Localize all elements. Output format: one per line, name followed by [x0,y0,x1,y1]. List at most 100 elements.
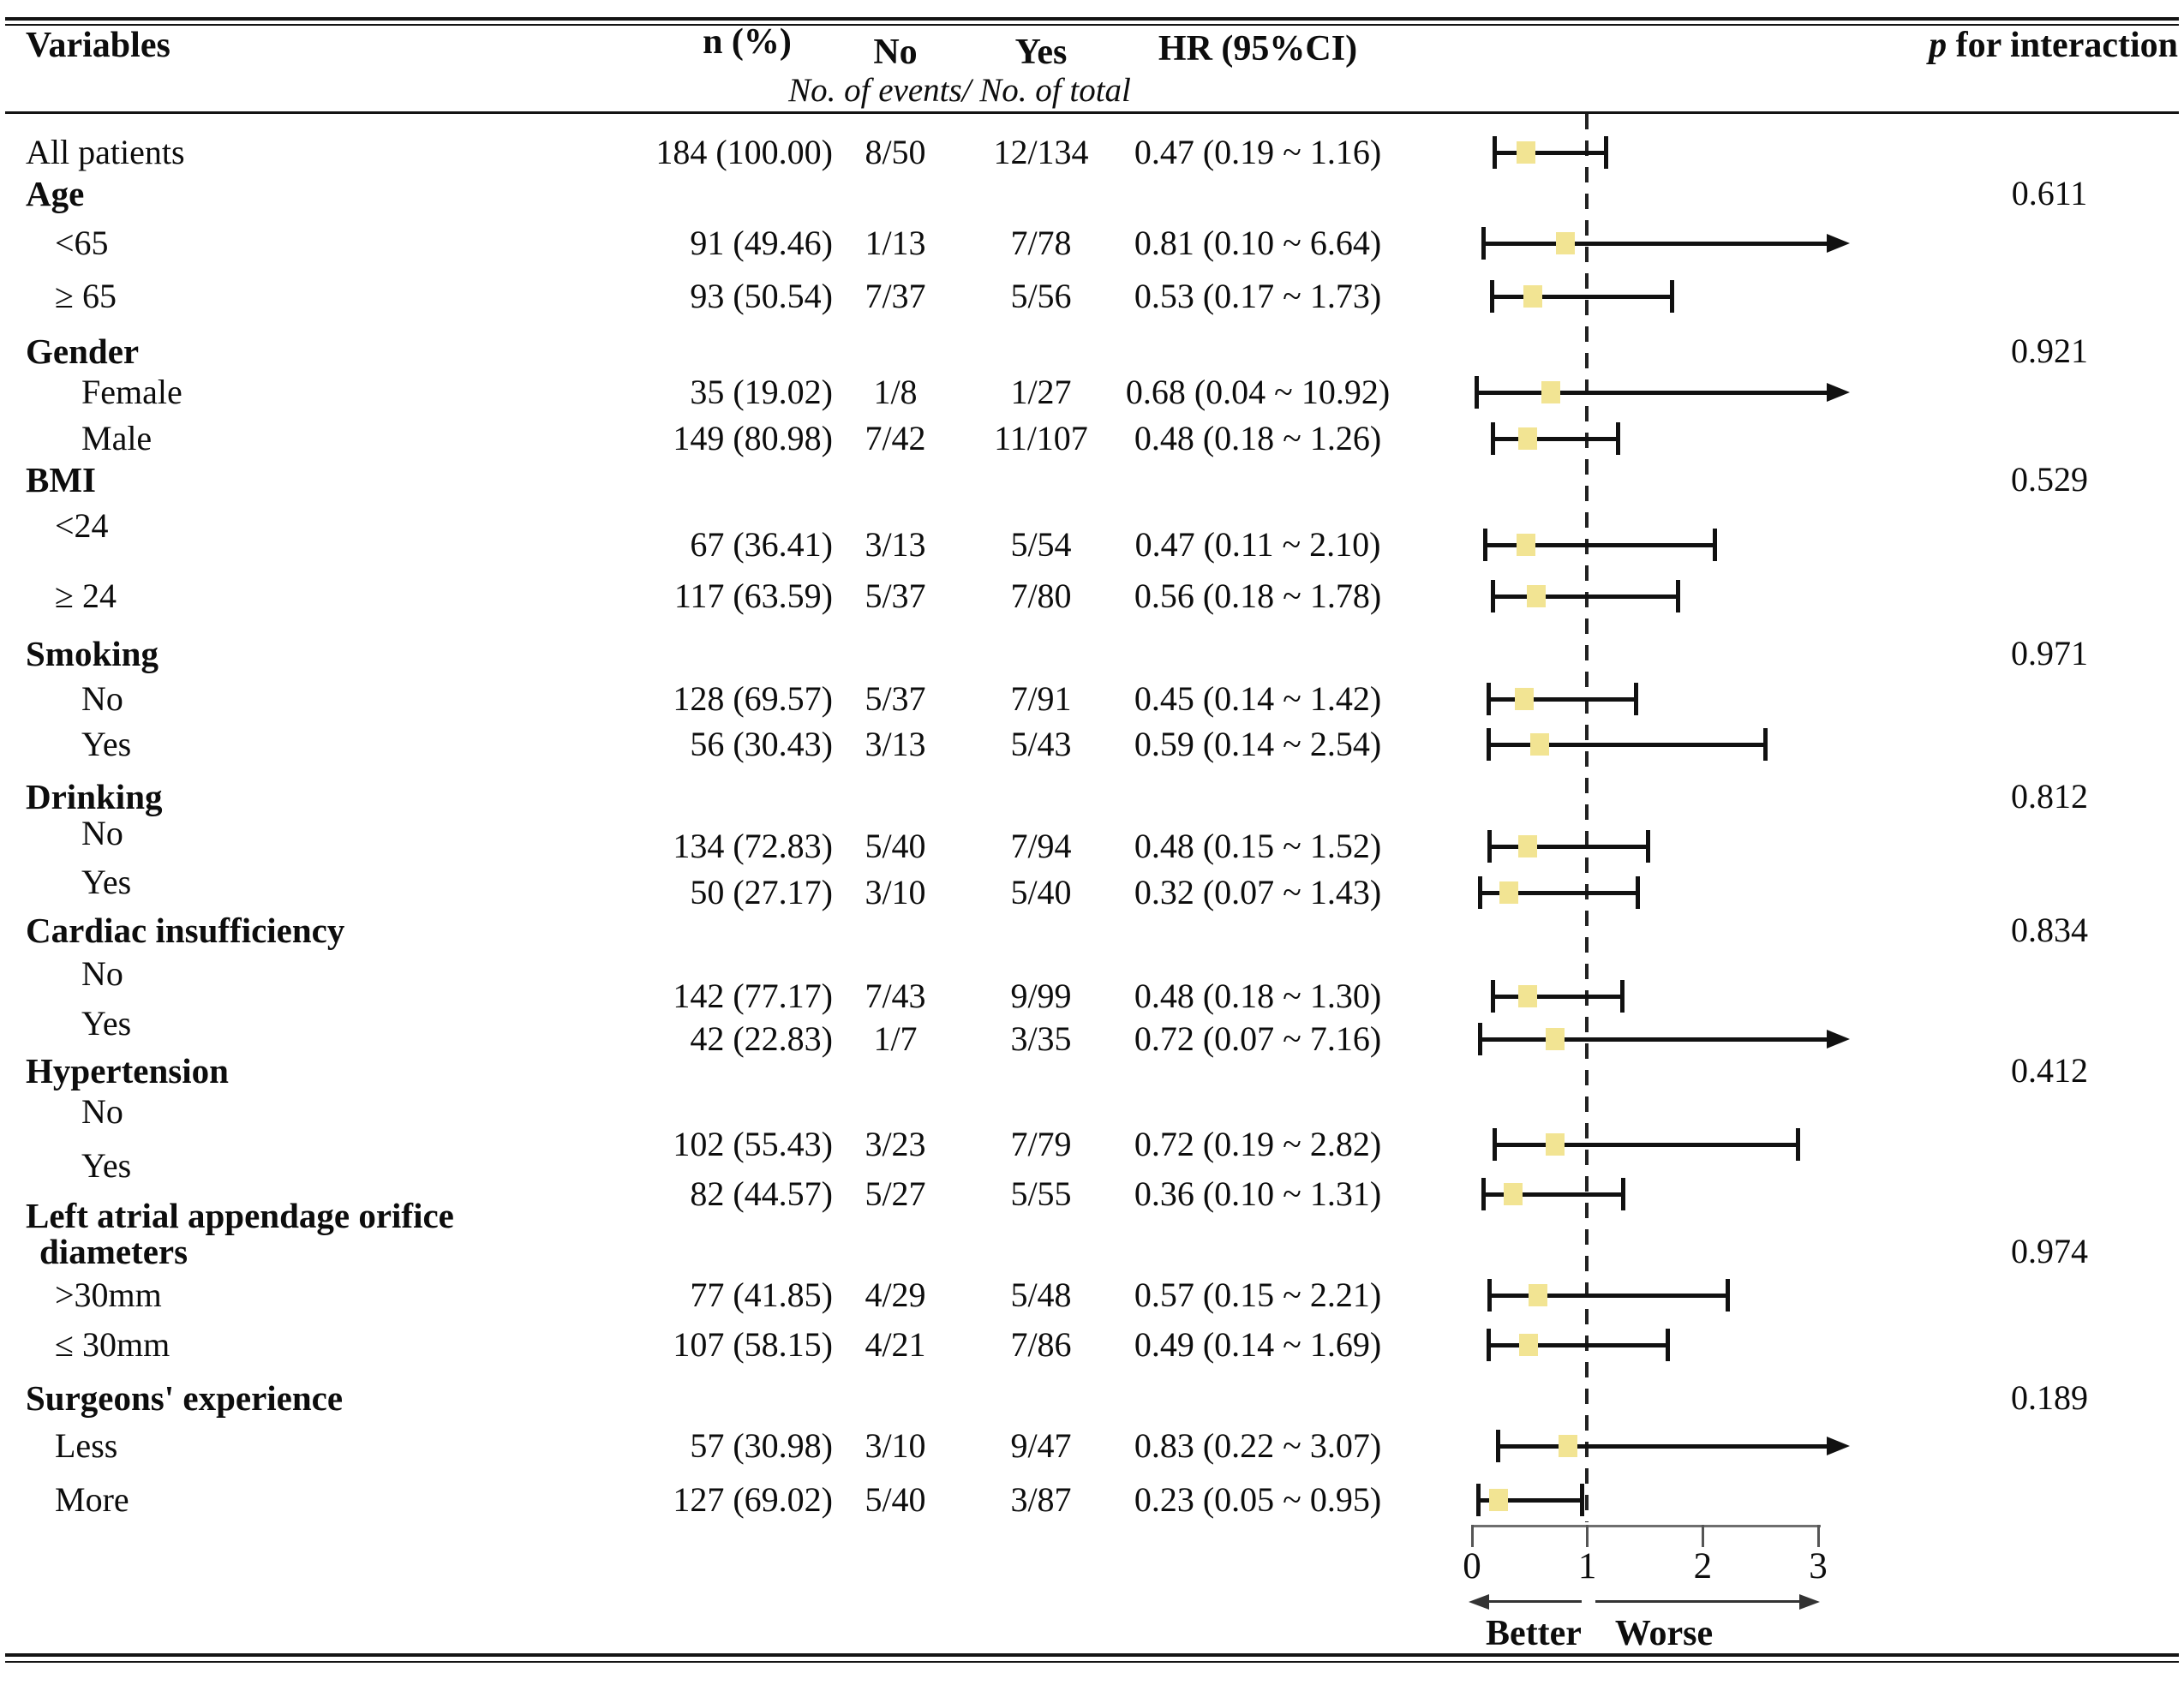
p-interaction-value: 0.812 [2011,777,2088,816]
cell-n-pct: 134 (72.83) [673,827,833,865]
hr-marker [1528,1284,1547,1306]
cell-n-pct: 67 (36.41) [690,525,833,564]
hr-marker [1518,1334,1538,1356]
header-hr-ci: HR (95%CI) [1158,29,1358,69]
row-label: Male [81,419,153,457]
cell-events-yes: 9/99 [1010,977,1072,1015]
header-yes: Yes [1014,33,1068,72]
row-label: All patients [26,133,185,171]
cell-events-no: 5/37 [865,679,926,718]
section-label: Gender [26,332,140,371]
cell-n-pct: 93 (50.54) [690,277,833,315]
cell-hr-ci: 0.32 (0.07 ~ 1.43) [1134,873,1382,911]
cell-n-pct: 184 (100.00) [655,133,833,171]
row-label: >30mm [55,1276,162,1314]
cell-events-yes: 5/43 [1010,725,1072,763]
section-label: Cardiac insufficiency [26,911,345,950]
cell-hr-ci: 0.68 (0.04 ~ 10.92) [1125,373,1391,411]
cell-events-no: 8/50 [865,133,926,171]
ci-line [1491,295,1672,299]
cell-events-no: 3/23 [865,1125,926,1163]
cell-events-yes: 5/40 [1010,873,1072,911]
section-label: Drinking [26,777,163,816]
cell-events-no: 1/8 [873,373,918,411]
ci-cap-right [1645,830,1650,863]
ci-cap-left [1475,376,1480,409]
ci-line [1483,1192,1624,1197]
p-interaction-value: 0.834 [2011,911,2088,949]
hr-marker [1523,285,1543,308]
cell-n-pct: 127 (69.02) [673,1480,833,1519]
ci-cap-left [1481,1178,1487,1210]
hr-marker [1556,232,1576,254]
cell-events-yes: 5/55 [1010,1174,1072,1213]
cell-n-pct: 50 (27.17) [690,873,833,911]
ci-cap-right [1669,280,1674,313]
ci-line [1493,1143,1798,1147]
cell-events-yes: 12/134 [993,133,1089,171]
ci-cap-right [1725,1279,1730,1312]
worse-arrowhead-icon [1799,1594,1820,1610]
cell-n-pct: 107 (58.15) [673,1325,833,1364]
row-label: More [55,1480,129,1519]
section-label: Left atrial appendage orifice [26,1196,454,1235]
ci-cap-left [1492,136,1497,169]
ci-cap-left [1478,876,1483,909]
p-interaction-value: 0.529 [2011,460,2088,499]
cell-events-no: 5/40 [865,827,926,865]
cell-events-no: 3/13 [865,525,926,564]
cell-events-yes: 5/48 [1010,1276,1072,1314]
cell-events-yes: 5/54 [1010,525,1072,564]
ci-cap-right [1615,422,1620,455]
ci-cap-left [1487,830,1493,863]
cell-events-yes: 3/87 [1010,1480,1072,1519]
cell-n-pct: 142 (77.17) [673,977,833,1015]
better-arrowhead-icon [1469,1594,1489,1610]
cell-events-no: 3/13 [865,725,926,763]
cell-events-no: 5/27 [865,1174,926,1213]
hr-marker [1517,141,1536,164]
header-rule [5,111,2179,114]
cell-hr-ci: 0.72 (0.07 ~ 7.16) [1134,1019,1382,1058]
axis-tick-label: 3 [1809,1546,1828,1586]
ci-cap-left [1492,1128,1497,1161]
hr-marker [1517,427,1537,450]
p-interaction-value: 0.921 [2011,332,2088,370]
cell-events-yes: 3/35 [1010,1019,1072,1058]
top-rule-thin [5,24,2179,26]
hr-marker [1545,1133,1565,1156]
bottom-rule-thin [5,1661,2179,1663]
p-interaction-value: 0.611 [2011,174,2088,212]
row-label: Female [81,373,182,411]
cell-events-no: 1/7 [873,1019,918,1058]
cell-events-no: 7/37 [865,277,926,315]
cell-events-no: 3/10 [865,873,926,911]
p-interaction-value: 0.189 [2011,1378,2088,1417]
cell-n-pct: 35 (19.02) [690,373,833,411]
cell-n-pct: 77 (41.85) [690,1276,833,1314]
p-interaction-value: 0.412 [2011,1051,2088,1090]
ci-cap-left [1491,580,1496,612]
cell-events-no: 1/13 [865,224,926,262]
better-label: Better [1486,1614,1582,1653]
p-interaction-value: 0.974 [2011,1232,2088,1270]
worse-arrow-line [1595,1600,1801,1603]
ci-cap-right [1795,1128,1800,1161]
row-label: No [81,679,123,718]
section-label: Hypertension [26,1051,229,1090]
better-arrow-line [1487,1600,1582,1603]
ci-cap-right [1763,728,1768,761]
ci-cap-left [1481,227,1487,260]
hr-marker [1545,1028,1565,1050]
axis-tick-label: 1 [1577,1546,1597,1586]
cell-n-pct: 117 (63.59) [673,577,833,615]
cell-hr-ci: 0.23 (0.05 ~ 0.95) [1134,1480,1382,1519]
axis-tick [1816,1525,1820,1547]
hr-marker [1527,585,1547,607]
axis-tick [1701,1525,1704,1547]
row-label: Yes [81,725,132,763]
section-label: Age [26,174,85,213]
ci-line [1483,242,1827,246]
cell-hr-ci: 0.56 (0.18 ~ 1.78) [1134,577,1382,615]
ci-cap-left [1487,1279,1493,1312]
